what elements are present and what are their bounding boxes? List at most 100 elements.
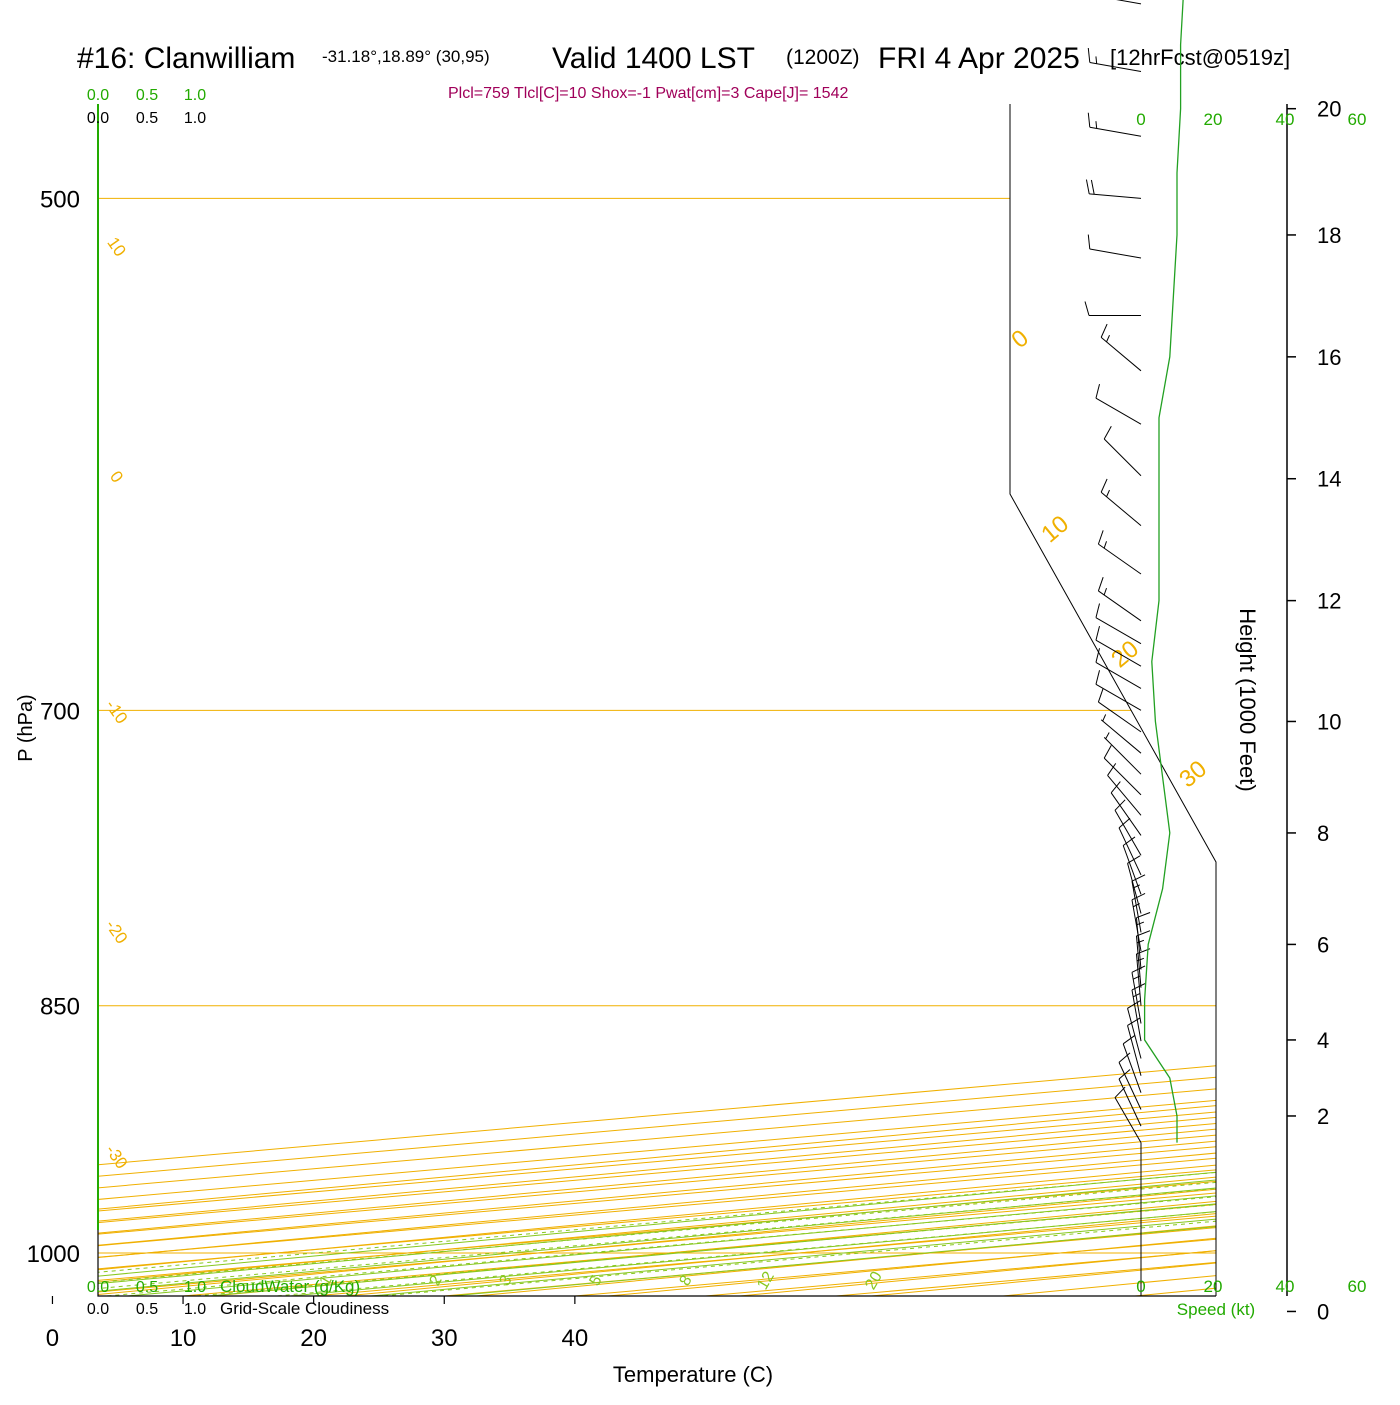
wind-barb-half bbox=[1105, 732, 1110, 740]
dry-adiabat-line bbox=[98, 104, 1216, 1296]
isotherm-line bbox=[98, 104, 1216, 1296]
wind-barb-full bbox=[1090, 179, 1095, 195]
wind-barb-staff bbox=[1131, 881, 1142, 933]
isotherm-line bbox=[98, 104, 1216, 1296]
pressure-tick-label: 700 bbox=[40, 698, 80, 725]
forecast-date: FRI 4 Apr 2025 bbox=[878, 42, 1080, 75]
wind-barb bbox=[1095, 648, 1142, 689]
pressure-tick-label: 850 bbox=[40, 994, 80, 1021]
wind-barb-half bbox=[1095, 121, 1098, 129]
mixing-ratio-line bbox=[98, 104, 1216, 1296]
wind-barb-full bbox=[1097, 688, 1104, 703]
wind-barb-full bbox=[1110, 781, 1121, 794]
dry-adiabat-label: -20 bbox=[102, 916, 132, 947]
wind-barb-full bbox=[1103, 426, 1112, 440]
wind-barb-full bbox=[1084, 301, 1090, 316]
dry-adiabat-line bbox=[98, 104, 1216, 1296]
x-axis-title: Temperature (C) bbox=[613, 1362, 773, 1387]
mixing-ratio-line bbox=[98, 104, 1216, 1296]
height-tick-label: 8 bbox=[1317, 821, 1329, 846]
wind-barb-half bbox=[1136, 921, 1145, 926]
pressure-tick-label: 1000 bbox=[27, 1241, 80, 1268]
wind-barb-staff bbox=[1135, 917, 1142, 970]
wind-barb-full bbox=[1087, 112, 1091, 128]
wind-barb-half bbox=[1103, 587, 1107, 596]
cloudiness-scale-bottom: 1.0 bbox=[184, 1301, 206, 1318]
height-tick-label: 0 bbox=[1317, 1299, 1329, 1324]
speed-tick-bottom: 20 bbox=[1204, 1277, 1223, 1296]
wind-barb bbox=[1122, 836, 1142, 895]
dry-adiabat-line bbox=[98, 104, 1216, 1296]
temperature-tick-label: 10 bbox=[170, 1325, 197, 1352]
wind-barb bbox=[1110, 781, 1142, 836]
wind-barb-staff bbox=[1098, 701, 1142, 733]
moist-adiabat-line bbox=[98, 104, 1216, 1296]
wind-barb-full bbox=[1127, 1000, 1141, 1009]
cloudwater-label: CloudWater (g/Kg) bbox=[220, 1277, 360, 1296]
speed-tick-top: 0 bbox=[1136, 110, 1145, 129]
isotherm-line bbox=[98, 104, 1216, 1296]
wind-barb-staff bbox=[1095, 617, 1142, 645]
mixing-ratio-label: 12 bbox=[754, 1269, 778, 1293]
wind-barb bbox=[1103, 745, 1142, 796]
cloudiness-scale-top: 0.5 bbox=[136, 110, 158, 127]
wind-barb-staff bbox=[1089, 126, 1142, 137]
wind-barb-full bbox=[1131, 893, 1146, 901]
forecast-run: [12hrFcst@0519z] bbox=[1110, 45, 1290, 70]
cloudiness-scale-bottom: 0.5 bbox=[136, 1301, 158, 1318]
height-tick-label: 2 bbox=[1317, 1104, 1329, 1129]
wind-barb-staff bbox=[1089, 193, 1142, 199]
moist-adiabat-line bbox=[98, 104, 1216, 1296]
wind-barb bbox=[1118, 1052, 1142, 1110]
dry-adiabat-line bbox=[98, 104, 1216, 1296]
axes: 2503004005007008501000-30-20-10010203040… bbox=[27, 87, 589, 1352]
wind-barb-staff bbox=[1122, 845, 1142, 895]
wind-barb bbox=[1095, 603, 1142, 645]
cloudiness-scale-bottom: 0.0 bbox=[87, 1301, 109, 1318]
moist-adiabat-line bbox=[98, 104, 1216, 1296]
isotherm-line bbox=[98, 104, 1216, 1296]
wind-barb-staff bbox=[1103, 438, 1142, 477]
wind-barb-staff bbox=[1098, 543, 1142, 575]
isotherm-label: 20 bbox=[1106, 635, 1144, 673]
wind-barb-full bbox=[1087, 234, 1091, 250]
y-axis-title: P (hPa) bbox=[15, 694, 37, 761]
wind-barb bbox=[1118, 1069, 1142, 1127]
height-axis-title: Height (1000 Feet) bbox=[1235, 608, 1260, 791]
height-tick-label: 16 bbox=[1317, 345, 1341, 370]
wind-barb-staff bbox=[1089, 248, 1142, 259]
wind-barb bbox=[1107, 763, 1142, 816]
wind-barb-staff bbox=[1127, 863, 1142, 914]
wind-barb-staff bbox=[1110, 792, 1142, 836]
wind-barb bbox=[1087, 112, 1142, 137]
wind-barb-staff bbox=[1103, 757, 1142, 796]
wind-barb bbox=[1100, 323, 1142, 372]
wind-barb-half bbox=[1102, 714, 1107, 722]
wind-barb-full bbox=[1097, 577, 1104, 592]
dry-adiabat-line bbox=[98, 104, 1216, 1296]
wind-barb bbox=[1097, 688, 1142, 733]
mixing-ratio-label: 3 bbox=[497, 1273, 516, 1289]
wind-barb bbox=[1095, 383, 1142, 425]
wind-barb-full bbox=[1122, 836, 1136, 846]
wind-barb-staff bbox=[1127, 1025, 1142, 1076]
cloudwater-scale-bottom: 1.0 bbox=[184, 1279, 206, 1296]
dry-adiabat-line bbox=[98, 104, 1216, 1296]
wind-barb-staff bbox=[1135, 953, 1142, 1006]
wind-barbs bbox=[1084, 0, 1151, 1296]
isotherm-label: 10 bbox=[1036, 510, 1074, 548]
isotherm-line bbox=[98, 104, 1216, 1296]
isotherm-line bbox=[183, 104, 1216, 1296]
wind-barb bbox=[1100, 714, 1142, 754]
speed-tick-top: 20 bbox=[1204, 110, 1223, 129]
dry-adiabat-line bbox=[229, 104, 1216, 1296]
wind-barb-staff bbox=[1100, 719, 1142, 754]
speed-tick-top: 60 bbox=[1348, 110, 1367, 129]
cloudwater-scale-bottom: 0.0 bbox=[87, 1279, 109, 1296]
moist-adiabat-line bbox=[98, 104, 1216, 1296]
cloudiness-label: Grid-Scale Cloudiness bbox=[220, 1299, 389, 1318]
wind-barb-full bbox=[1118, 817, 1131, 829]
wind-barb-staff bbox=[1100, 336, 1142, 372]
dry-adiabat-line bbox=[98, 104, 1216, 1296]
